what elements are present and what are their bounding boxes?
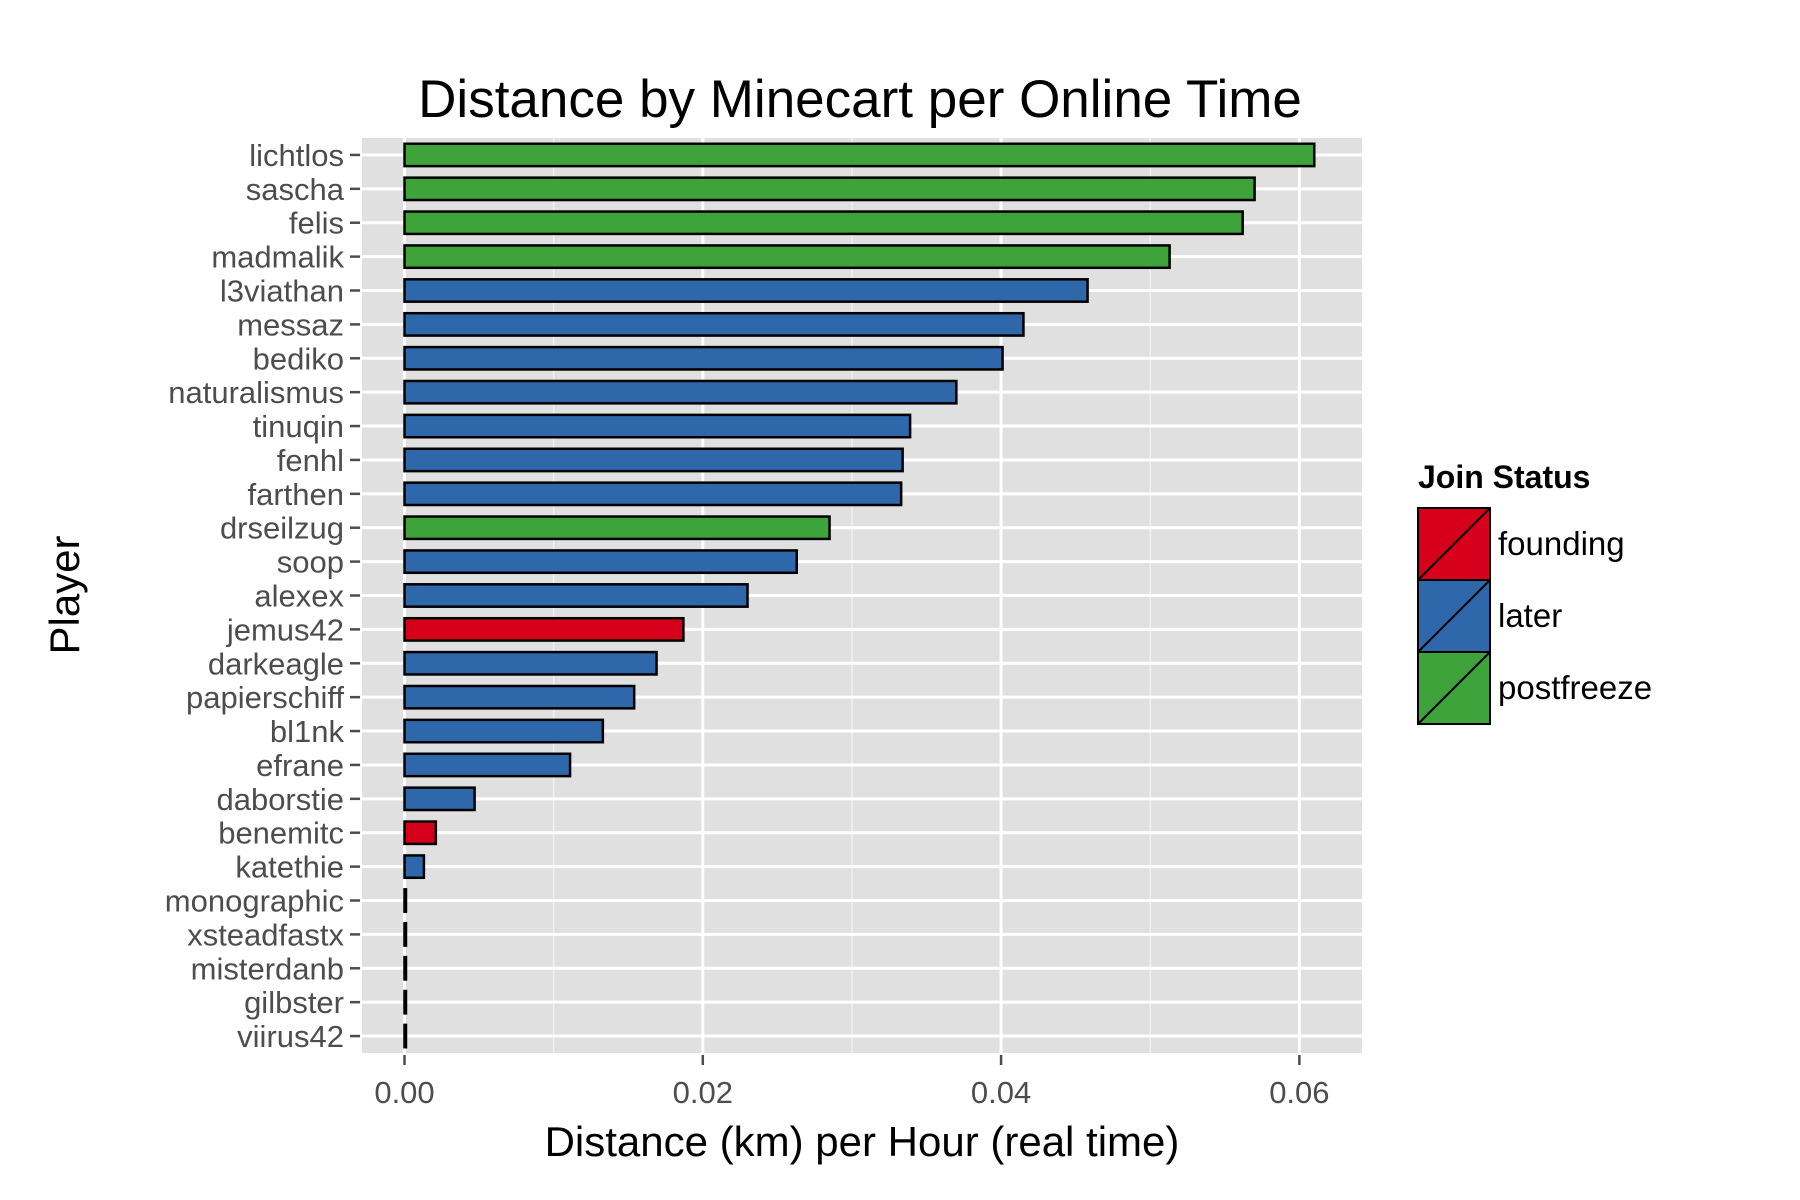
bar-madmalik — [403, 244, 1171, 270]
bar-drseilzug — [403, 515, 831, 541]
bar-efrane — [403, 752, 572, 778]
bar-l3viathan — [403, 278, 1089, 303]
y-axis: lichtlossaschafelismadmalikl3viathanmess… — [165, 138, 360, 1054]
x-tick-label: 0.00 — [374, 1075, 434, 1110]
y-tick-label: messaz — [237, 307, 344, 342]
legend-key-slash — [1417, 507, 1491, 581]
y-tick-label: monographic — [165, 884, 344, 919]
y-tick-label: farthen — [247, 477, 344, 512]
x-tick-label: 0.02 — [673, 1075, 733, 1110]
bar-misterdanb — [403, 955, 408, 981]
y-tick-label: jemus42 — [226, 612, 344, 647]
legend-label-founding: founding — [1498, 525, 1625, 562]
y-tick-label: fenhl — [277, 443, 344, 478]
legend-title: Join Status — [1418, 459, 1590, 495]
bars — [403, 142, 1316, 1049]
bar-naturalismus — [403, 379, 958, 405]
legend-key-slash — [1417, 651, 1491, 725]
x-axis: 0.00 0.02 0.04 0.06 — [374, 1055, 1330, 1110]
y-tick-label: bediko — [253, 341, 344, 376]
y-tick-label: daborstie — [216, 782, 344, 817]
x-tick-label: 0.04 — [971, 1075, 1031, 1110]
bar-darkeagle — [403, 650, 658, 676]
legend-label-later: later — [1498, 597, 1562, 634]
y-tick-label: efrane — [256, 748, 344, 783]
y-tick-label: drseilzug — [220, 511, 344, 546]
bar-lichtlos — [403, 142, 1316, 168]
legend-label-postfreeze: postfreeze — [1498, 669, 1652, 706]
y-tick-label: l3viathan — [220, 274, 344, 309]
y-tick-label: katethie — [235, 850, 344, 885]
bar-katethie — [403, 854, 426, 880]
y-tick-label: darkeagle — [208, 646, 344, 681]
bar-viirus42 — [403, 1023, 408, 1049]
y-tick-label: naturalismus — [168, 375, 344, 410]
legend-key-slash — [1417, 579, 1491, 653]
y-tick-label: papierschiff — [186, 680, 344, 715]
y-tick-label: xsteadfastx — [187, 917, 344, 952]
bar-sascha — [403, 176, 1256, 202]
y-tick-label: viirus42 — [237, 1019, 344, 1054]
legend: Join Status founding later postfreeze — [1417, 459, 1652, 725]
y-tick-label: alexex — [254, 579, 344, 614]
y-tick-label: sascha — [246, 172, 345, 207]
x-tick-label: 0.06 — [1269, 1075, 1329, 1110]
bar-soop — [403, 549, 799, 575]
bar-jemus42 — [403, 616, 685, 642]
bar-benemitc — [403, 820, 438, 846]
bar-gilbster — [403, 989, 408, 1015]
y-tick-label: madmalik — [211, 240, 344, 275]
chart-title: Distance by Minecart per Online Time — [418, 70, 1302, 129]
bar-farthen — [403, 481, 903, 507]
y-tick-label: misterdanb — [191, 951, 344, 986]
y-tick-label: soop — [277, 545, 344, 580]
y-tick-label: felis — [289, 206, 344, 241]
bar-messaz — [403, 311, 1025, 337]
y-axis-title: Player — [41, 535, 88, 654]
y-tick-label: tinuqin — [253, 409, 344, 444]
bar-tinuqin — [403, 413, 912, 439]
y-tick-label: benemitc — [218, 816, 344, 851]
bar-fenhl — [403, 447, 904, 473]
bar-felis — [403, 210, 1244, 236]
y-tick-label: gilbster — [244, 985, 344, 1020]
x-axis-title: Distance (km) per Hour (real time) — [545, 1118, 1180, 1165]
bar-bl1nk — [403, 718, 605, 744]
bar-papierschiff — [403, 684, 636, 710]
y-tick-label: lichtlos — [249, 138, 344, 173]
bar-xsteadfastx — [403, 921, 408, 947]
bar-daborstie — [403, 786, 476, 812]
bar-monographic — [403, 888, 408, 913]
bar-bediko — [403, 345, 1004, 371]
bar-alexex — [403, 583, 749, 608]
y-tick-label: bl1nk — [270, 714, 345, 749]
